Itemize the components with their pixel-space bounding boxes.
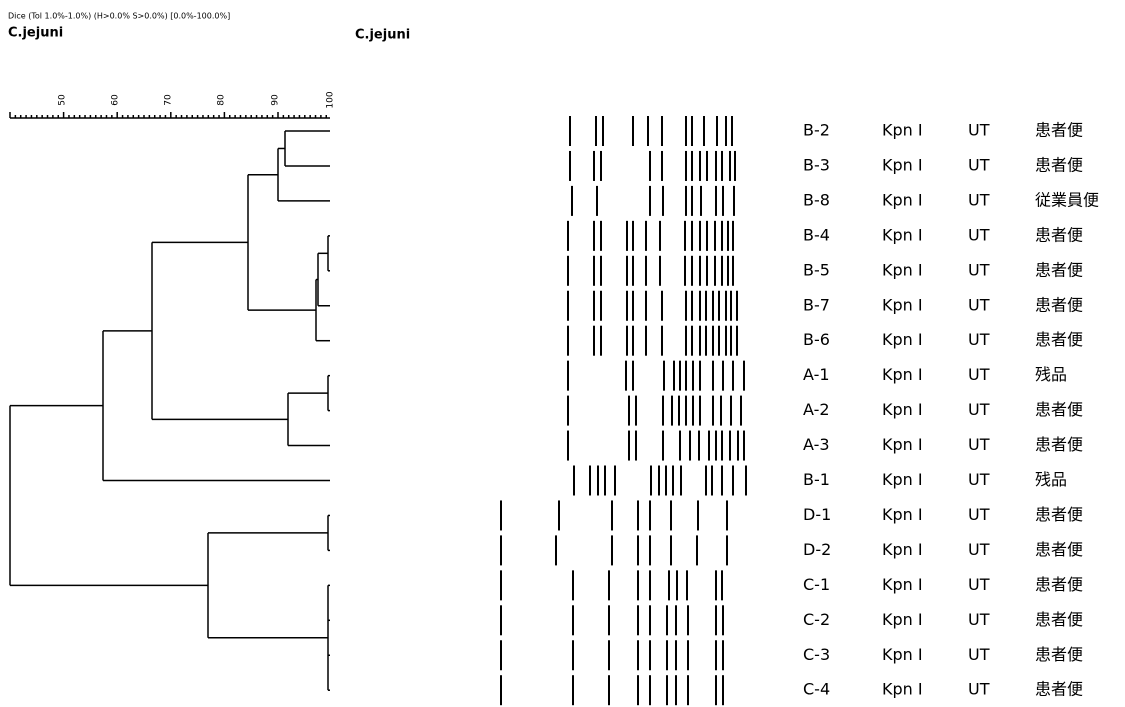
type-label: UT <box>968 540 990 559</box>
source-label: 患者便 <box>1035 260 1083 279</box>
source-label: 患者便 <box>1035 575 1083 594</box>
scale-tick-label: 60 <box>111 94 121 106</box>
isolate-label: A-3 <box>803 435 830 454</box>
source-label: 患者便 <box>1035 330 1083 349</box>
source-label: 残品 <box>1035 470 1067 489</box>
isolate-label: B-5 <box>803 260 830 279</box>
enzyme-label: Kpn I <box>882 295 923 314</box>
dendrogram-figure: Dice (Tol 1.0%-1.0%) (H>0.0% S>0.0%) [0.… <box>0 0 1125 707</box>
isolate-label: B-1 <box>803 470 830 489</box>
source-label: 患者便 <box>1035 540 1083 559</box>
enzyme-label: Kpn I <box>882 400 923 419</box>
type-label: UT <box>968 190 990 209</box>
type-label: UT <box>968 470 990 489</box>
type-label: UT <box>968 435 990 454</box>
type-label: UT <box>968 505 990 524</box>
isolate-label: B-8 <box>803 190 830 209</box>
enzyme-label: Kpn I <box>882 155 923 174</box>
enzyme-label: Kpn I <box>882 540 923 559</box>
isolate-label: C-1 <box>803 575 830 594</box>
enzyme-label: Kpn I <box>882 365 923 384</box>
isolate-label: A-1 <box>803 365 830 384</box>
enzyme-label: Kpn I <box>882 190 923 209</box>
method-caption: Dice (Tol 1.0%-1.0%) (H>0.0% S>0.0%) [0.… <box>8 12 230 21</box>
type-label: UT <box>968 155 990 174</box>
isolate-label: A-2 <box>803 400 830 419</box>
enzyme-label: Kpn I <box>882 470 923 489</box>
enzyme-label: Kpn I <box>882 610 923 629</box>
type-label: UT <box>968 645 990 664</box>
source-label: 患者便 <box>1035 680 1083 699</box>
source-label: 患者便 <box>1035 155 1083 174</box>
enzyme-label: Kpn I <box>882 260 923 279</box>
enzyme-label: Kpn I <box>882 645 923 664</box>
type-label: UT <box>968 400 990 419</box>
enzyme-label: Kpn I <box>882 680 923 699</box>
source-label: 患者便 <box>1035 610 1083 629</box>
source-label: 患者便 <box>1035 645 1083 664</box>
type-label: UT <box>968 295 990 314</box>
type-label: UT <box>968 330 990 349</box>
scale-tick-label: 70 <box>164 94 174 106</box>
scale-tick-label: 80 <box>217 94 227 106</box>
isolate-label: B-2 <box>803 121 830 140</box>
enzyme-label: Kpn I <box>882 225 923 244</box>
enzyme-label: Kpn I <box>882 505 923 524</box>
isolate-label: B-7 <box>803 295 830 314</box>
isolate-label: C-2 <box>803 610 830 629</box>
enzyme-label: Kpn I <box>882 330 923 349</box>
type-label: UT <box>968 575 990 594</box>
type-label: UT <box>968 610 990 629</box>
scale-tick-label: 50 <box>58 94 68 106</box>
source-label: 患者便 <box>1035 121 1083 140</box>
source-label: 患者便 <box>1035 295 1083 314</box>
type-label: UT <box>968 121 990 140</box>
scale-tick-label: 100 <box>326 91 336 108</box>
type-label: UT <box>968 260 990 279</box>
source-label: 残品 <box>1035 365 1067 384</box>
isolate-label: B-6 <box>803 330 830 349</box>
isolate-label: B-3 <box>803 155 830 174</box>
enzyme-label: Kpn I <box>882 121 923 140</box>
isolate-label: D-2 <box>803 540 831 559</box>
isolate-label: C-4 <box>803 680 830 699</box>
type-label: UT <box>968 365 990 384</box>
type-label: UT <box>968 225 990 244</box>
isolate-label: D-1 <box>803 505 831 524</box>
source-label: 患者便 <box>1035 225 1083 244</box>
source-label: 従業員便 <box>1035 190 1099 209</box>
type-label: UT <box>968 680 990 699</box>
source-label: 患者便 <box>1035 505 1083 524</box>
source-label: 患者便 <box>1035 400 1083 419</box>
right-title: C.jejuni <box>355 28 410 43</box>
left-title: C.jejuni <box>8 26 63 41</box>
scale-tick-label: 90 <box>271 94 281 106</box>
enzyme-label: Kpn I <box>882 435 923 454</box>
isolate-label: B-4 <box>803 225 830 244</box>
enzyme-label: Kpn I <box>882 575 923 594</box>
source-label: 患者便 <box>1035 435 1083 454</box>
isolate-label: C-3 <box>803 645 830 664</box>
